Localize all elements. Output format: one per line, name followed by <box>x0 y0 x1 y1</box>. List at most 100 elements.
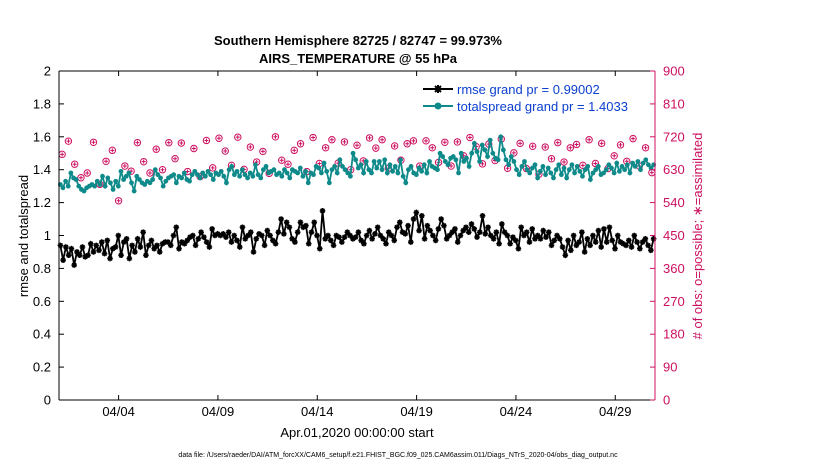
spread-point <box>100 173 105 179</box>
spread-point <box>348 173 353 179</box>
spread-point <box>440 154 446 159</box>
spread-point <box>142 182 148 187</box>
spread-point <box>632 164 638 169</box>
rmse-point <box>523 229 530 236</box>
spread-point <box>345 170 351 176</box>
obs-point <box>372 144 380 152</box>
rmse-point <box>592 239 599 245</box>
rmse-point <box>416 227 422 234</box>
rmse-point <box>385 229 392 236</box>
rmse-point <box>396 219 403 226</box>
spread-point <box>400 173 406 179</box>
spread-point <box>247 170 253 176</box>
plot-area: 0 0.2 0.4 0.6 0.8 1 1.2 1.4 1.6 1.8 2 0 90 180 270 360 4… <box>33 64 685 420</box>
rmse-point <box>355 229 362 236</box>
rmse-point <box>247 229 254 236</box>
spread-point <box>532 162 538 168</box>
spread-point <box>76 183 82 189</box>
spread-point <box>287 175 293 181</box>
rmse-point <box>206 244 213 250</box>
rmse-point <box>333 232 340 239</box>
obs-point-star <box>216 136 221 141</box>
obs-point-star <box>649 170 654 175</box>
spread-point <box>635 159 641 164</box>
spread-point <box>224 180 229 186</box>
spread-point <box>282 167 287 173</box>
spread-point <box>234 168 240 174</box>
obs-point <box>516 139 524 148</box>
y-tick-label-right: 0 <box>663 393 670 408</box>
obs-point <box>77 174 85 182</box>
rmse-point <box>187 234 193 240</box>
spread-point <box>200 170 206 176</box>
spread-point <box>537 168 543 174</box>
rmse-point <box>134 235 141 242</box>
obs-point <box>121 162 129 170</box>
obs-point <box>133 138 142 147</box>
rmse-point <box>57 242 64 249</box>
obs-point-star <box>166 140 171 145</box>
obs-point <box>560 158 568 166</box>
rmse-point <box>93 242 100 249</box>
spread-point <box>253 162 258 168</box>
rmse-point <box>60 257 66 263</box>
obs-point <box>64 137 73 145</box>
rmse-point <box>314 232 320 239</box>
obs-point-star <box>298 141 303 146</box>
spread-point <box>456 170 461 176</box>
y-tick-label-left: 1 <box>44 228 51 243</box>
rmse-point <box>209 226 215 232</box>
rmse-point <box>479 212 486 219</box>
spread-point <box>387 162 393 168</box>
spread-point <box>353 157 359 163</box>
spread-point <box>450 154 456 159</box>
rmse-point <box>413 209 420 216</box>
spread-point <box>503 157 509 163</box>
obs-point-star <box>116 198 121 203</box>
spread-point <box>226 167 232 173</box>
rmse-point <box>300 224 306 231</box>
rmse-point <box>350 235 356 242</box>
rmse-point <box>637 245 643 252</box>
rmse-point <box>344 229 351 236</box>
y-tick-label-left: 1.6 <box>33 129 51 144</box>
obs-point-star <box>405 141 410 146</box>
spread-point <box>326 180 332 186</box>
obs-point <box>328 136 336 144</box>
rmse-point <box>612 245 618 252</box>
rmse-point <box>261 242 268 249</box>
spread-point <box>358 162 364 168</box>
rmse-point <box>463 224 469 231</box>
rmse-point <box>590 232 596 239</box>
obs-point-star <box>279 158 284 163</box>
rmse-point <box>259 232 265 239</box>
rmse-point <box>499 221 505 227</box>
obs-point-star <box>248 145 253 150</box>
spread-point <box>395 170 401 176</box>
obs-point <box>246 143 255 151</box>
rmse-point <box>548 242 555 249</box>
obs-point-star <box>191 146 196 151</box>
rmse-point <box>148 237 155 244</box>
rmse-point <box>245 232 251 239</box>
spread-point <box>152 167 158 173</box>
x-tick-label: 04/24 <box>500 404 533 419</box>
obs-point-star <box>204 138 209 143</box>
spread-point <box>543 172 548 178</box>
obs-point <box>510 149 518 157</box>
rmse-point <box>195 235 202 242</box>
obs-point-star <box>285 162 290 167</box>
obs-point <box>629 134 637 143</box>
spread-point <box>355 165 361 171</box>
rmse-point <box>339 239 345 245</box>
rmse-point <box>294 229 301 236</box>
rmse-point <box>441 222 447 229</box>
spread-point <box>558 172 564 178</box>
rmse-point <box>493 229 500 236</box>
rmse-point <box>190 232 196 239</box>
rmse-point <box>573 242 580 249</box>
obs-point-star <box>147 170 152 175</box>
rmse-point <box>598 244 604 250</box>
obs-point-star <box>411 138 416 143</box>
obs-point-star <box>593 161 598 166</box>
